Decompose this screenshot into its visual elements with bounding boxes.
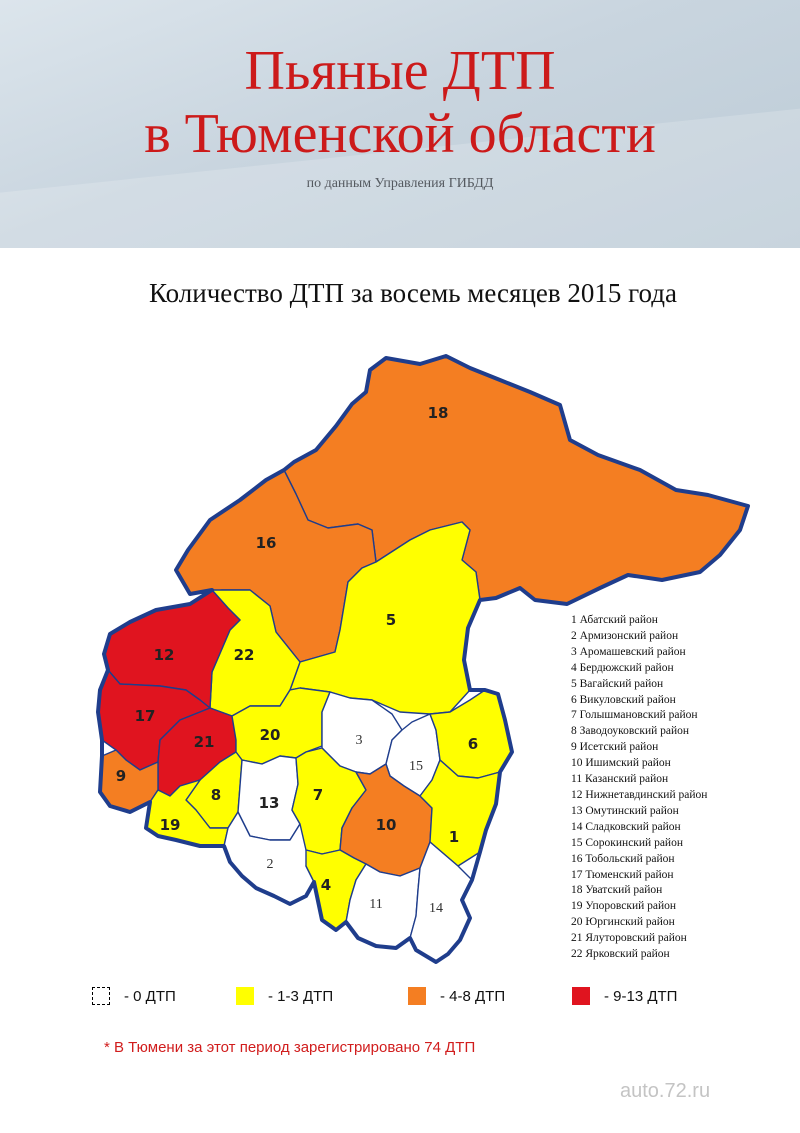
legend-item-low: - 1-3 ДТП xyxy=(236,985,333,1007)
district-number-11: 11 xyxy=(369,897,382,912)
page-title-line1: Пьяные ДТП xyxy=(244,40,556,102)
district-number-10: 10 xyxy=(376,816,397,834)
district-number-15: 15 xyxy=(409,759,423,774)
district-list-item: 10 Ишимский район xyxy=(571,757,671,770)
district-list-item: 5 Вагайский район xyxy=(571,677,664,690)
legend-swatch-zero xyxy=(92,987,110,1005)
district-number-9: 9 xyxy=(116,767,126,785)
header-banner: Пьяные ДТП в Тюменской области по данным… xyxy=(0,0,800,248)
district-list-item: 17 Тюменский район xyxy=(571,868,674,881)
legend-label-zero: - 0 ДТП xyxy=(124,987,176,1005)
district-number-19: 19 xyxy=(160,816,181,834)
district-list-item: 7 Голышмановский район xyxy=(571,709,698,722)
district-list-item: 15 Сорокинский район xyxy=(571,836,683,849)
district-list-item: 22 Ярковский район xyxy=(571,948,670,961)
district-list-item: 9 Исетский район xyxy=(571,741,659,754)
district-list-item: 8 Заводоуковский район xyxy=(571,725,690,738)
district-list-item: 16 Тобольский район xyxy=(571,852,675,865)
district-number-14: 14 xyxy=(429,901,443,916)
district-number-4: 4 xyxy=(321,876,331,894)
oblast-outline xyxy=(96,354,750,964)
legend-swatch-mid xyxy=(408,987,426,1005)
legend-swatch-low xyxy=(236,987,254,1005)
district-number-13: 13 xyxy=(259,794,280,812)
legend-item-zero: - 0 ДТП xyxy=(92,985,176,1007)
source-caption: по данным Управления ГИБДД xyxy=(306,176,494,191)
district-number-2: 2 xyxy=(267,857,274,872)
district-number-6: 6 xyxy=(468,735,478,753)
district-list-item: 21 Ялуторовский район xyxy=(571,932,687,945)
legend-label-high: - 9-13 ДТП xyxy=(604,987,678,1005)
district-list-item: 1 Абатский район xyxy=(571,614,658,626)
footnote: * В Тюмени за этот период зарегистрирова… xyxy=(104,1039,476,1056)
legend-item-mid: - 4-8 ДТП xyxy=(408,985,505,1007)
district-list-item: 20 Юргинский район xyxy=(571,916,675,929)
watermark: auto.72.ru xyxy=(620,1080,711,1102)
district-list: 1 Абатский район 2 Армизонский район 3 Аро… xyxy=(571,613,771,963)
district-list-item: 6 Викуловский район xyxy=(571,693,676,706)
legend-item-high: - 9-13 ДТП xyxy=(572,985,677,1007)
district-number-3: 3 xyxy=(356,733,363,748)
district-number-5: 5 xyxy=(386,611,396,629)
district-number-20: 20 xyxy=(260,726,281,744)
district-number-18: 18 xyxy=(428,404,449,422)
page-title-line2: в Тюменской области xyxy=(144,103,656,165)
district-list-item: 13 Омутинский район xyxy=(571,804,679,817)
district-list-item: 19 Упоровский район xyxy=(571,900,677,913)
district-number-16: 16 xyxy=(256,534,277,552)
district-number-17: 17 xyxy=(135,707,156,725)
map-subtitle: Количество ДТП за восемь месяцев 2015 го… xyxy=(149,278,677,308)
district-list-item: 18 Уватский район xyxy=(571,884,663,897)
district-list-item: 11 Казанский район xyxy=(571,773,669,786)
district-list-item: 3 Аромашевский район xyxy=(571,645,686,658)
district-number-12: 12 xyxy=(154,646,175,664)
legend-swatch-high xyxy=(572,987,590,1005)
district-number-7: 7 xyxy=(313,786,323,804)
district-number-22: 22 xyxy=(234,646,255,664)
district-number-21: 21 xyxy=(194,733,215,751)
district-regions xyxy=(97,355,749,963)
legend-label-mid: - 4-8 ДТП xyxy=(440,987,506,1005)
district-list-item: 2 Армизонский район xyxy=(571,629,679,642)
district-list-item: 4 Бердюжский район xyxy=(571,661,674,674)
district-number-8: 8 xyxy=(211,786,221,804)
legend-label-low: - 1-3 ДТП xyxy=(268,987,334,1005)
district-number-1: 1 xyxy=(449,828,459,846)
district-list-item: 14 Сладковский район xyxy=(571,820,681,833)
district-list-item: 12 Нижнетавдинский район xyxy=(571,788,708,801)
